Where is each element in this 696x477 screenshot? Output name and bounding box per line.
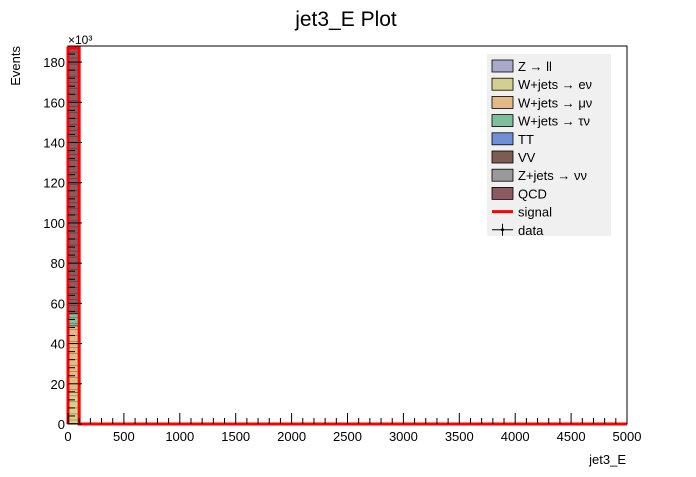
legend-swatch (492, 96, 513, 108)
x-tick-label: 3500 (445, 429, 474, 444)
legend-label: QCD (518, 186, 547, 201)
legend-label: VV (518, 150, 536, 165)
y-tick-label: 100 (43, 216, 65, 231)
legend-swatch (492, 169, 513, 181)
y-tick-label: 20 (51, 377, 65, 392)
x-tick-label: 500 (113, 429, 135, 444)
x-tick-label: 4500 (557, 429, 586, 444)
x-tick-label: 2500 (333, 429, 362, 444)
legend-marker-dot (501, 228, 504, 231)
y-tick-label: 40 (51, 337, 65, 352)
legend-label: Z+jets → νν (518, 168, 587, 183)
x-tick-label: 4000 (501, 429, 530, 444)
x-tick-label: 0 (64, 429, 71, 444)
y-tick-label: 180 (43, 55, 65, 70)
legend-label: Z → ll (518, 59, 552, 74)
legend-swatch (492, 115, 513, 127)
legend-label: TT (518, 132, 534, 147)
y-tick-label: 0 (58, 417, 65, 432)
y-tick-label: 60 (51, 296, 65, 311)
legend-swatch (492, 151, 513, 163)
legend-label: W+jets → eν (518, 77, 592, 92)
y-tick-label: 120 (43, 176, 65, 191)
y-tick-label: 140 (43, 136, 65, 151)
y-axis-label: Events (8, 46, 23, 86)
legend: Z → ll W+jets → eν W+jets → μν W+jets → τν T… (487, 54, 611, 238)
x-axis-ticks: 0 500 1000 1500 2000 2500 3000 3500 4000 4500 5000 (64, 413, 641, 444)
y-tick-label: 160 (43, 95, 65, 110)
y-tick-label: 80 (51, 256, 65, 271)
legend-swatch (492, 133, 513, 145)
chart-title: jet3_E Plot (294, 8, 397, 31)
y-axis-exponent: ×10³ (68, 33, 92, 47)
x-tick-label: 5000 (613, 429, 642, 444)
legend-label: W+jets → τν (518, 114, 590, 129)
legend-label: signal (518, 205, 552, 220)
x-axis-label: jet3_E (588, 452, 626, 467)
x-tick-label: 3000 (389, 429, 418, 444)
legend-swatch (492, 187, 513, 199)
legend-swatch (492, 60, 513, 72)
legend-label: data (518, 223, 544, 238)
stack-bar-7 (68, 48, 79, 313)
x-tick-label: 1500 (221, 429, 250, 444)
legend-swatch (492, 78, 513, 90)
legend-label: W+jets → μν (518, 95, 592, 110)
x-tick-label: 1000 (165, 429, 194, 444)
x-tick-label: 2000 (277, 429, 306, 444)
